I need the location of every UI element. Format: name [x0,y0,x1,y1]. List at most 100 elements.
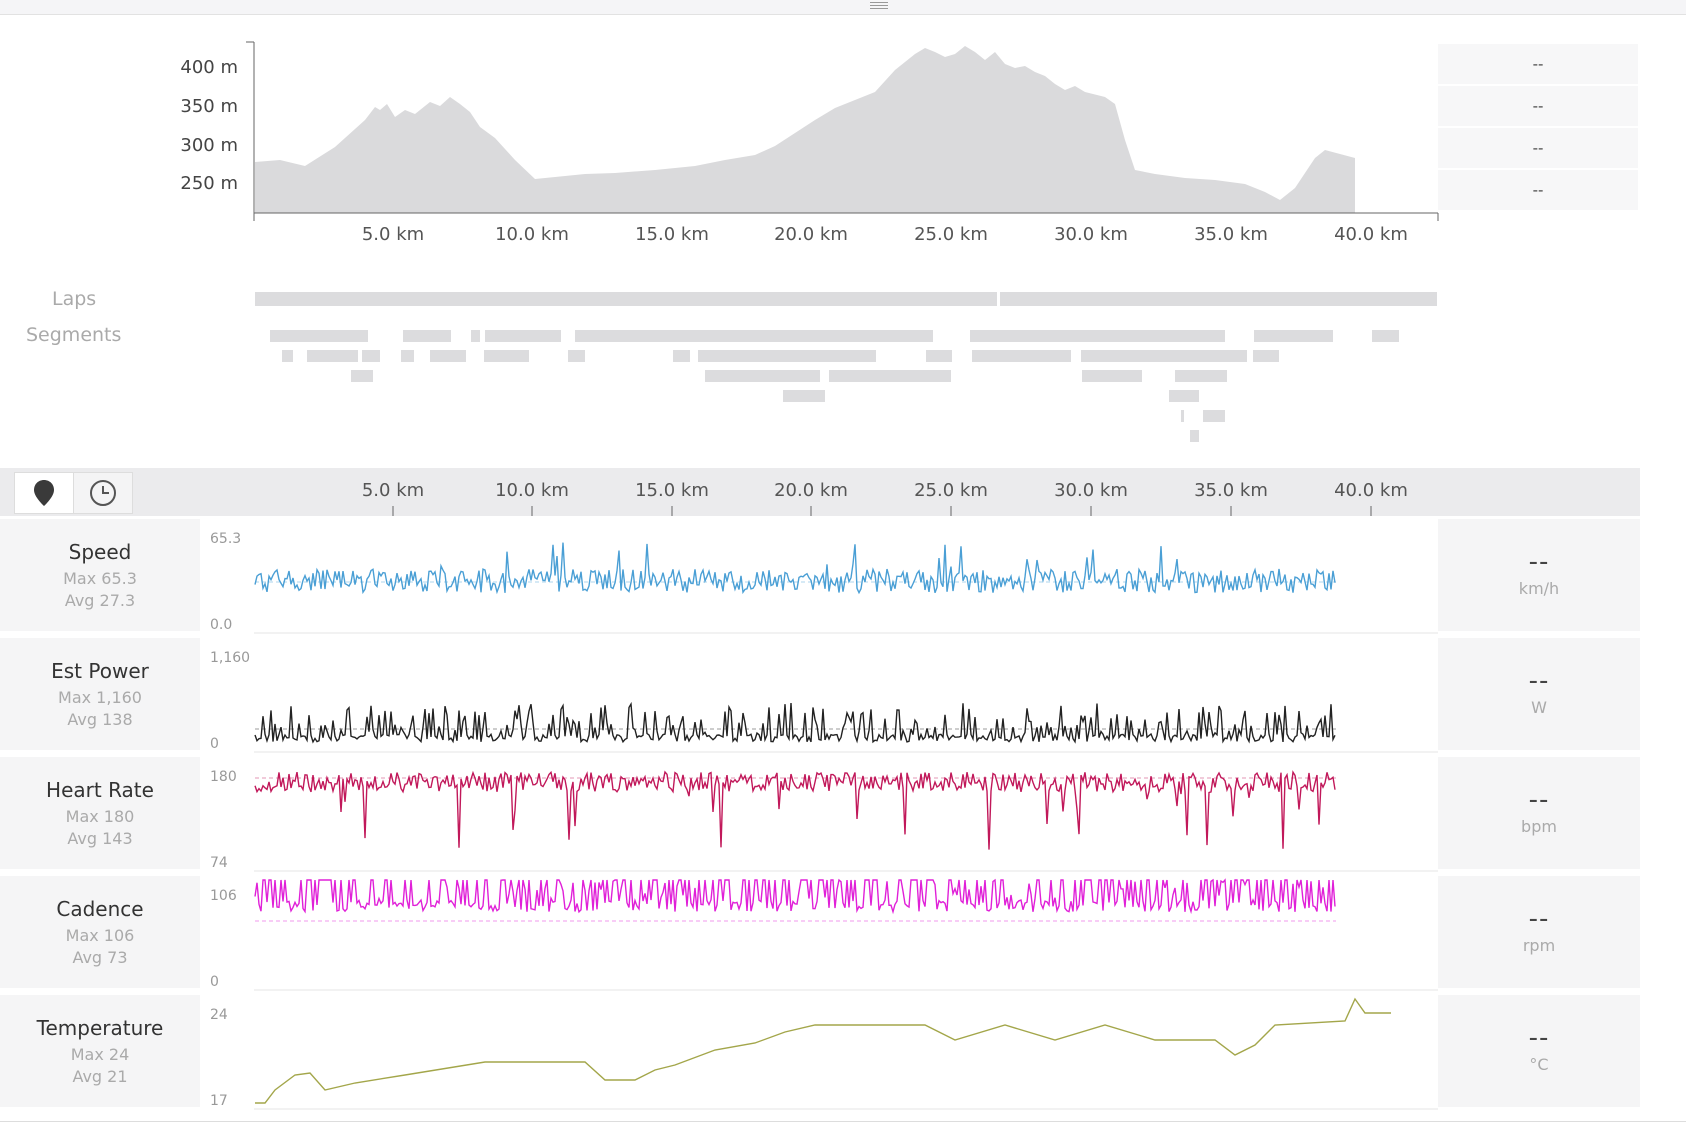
segment-bar[interactable] [568,350,585,362]
metric-value-panel: -- °C [1438,995,1640,1107]
elevation-side-value: -- [1438,44,1638,84]
segment-bar[interactable] [351,370,373,382]
metric-axis-top: 180 [210,769,237,785]
clock-button[interactable] [73,472,133,514]
metric-axis-top: 1,160 [210,650,250,666]
metric-max: Max 180 [65,807,135,826]
elev-y-tick: 350 m [180,96,238,117]
segment-bar[interactable] [705,370,820,382]
segment-bar[interactable] [1082,370,1142,382]
segment-bar[interactable] [1081,350,1247,362]
segment-bar[interactable] [1254,330,1333,342]
metric-max: Max 1,160 [58,688,142,707]
elev-y-tick: 300 m [180,135,238,156]
metric-label-panel: Est Power Max 1,160 Avg 138 [0,638,200,750]
metric-unit: W [1531,698,1547,717]
metric-label-panel: Cadence Max 106 Avg 73 [0,876,200,988]
metric-series-line [254,878,1336,915]
metric-chart[interactable]: 24 17 [200,995,1438,1111]
metric-current-value: -- [1528,547,1550,577]
metric-axis-bottom: 17 [210,1093,228,1109]
elev-y-tick: 400 m [180,57,238,78]
segment-bar[interactable] [1169,390,1199,402]
segment-bar[interactable] [673,350,690,362]
segment-bar[interactable] [1175,370,1227,382]
segment-bar[interactable] [485,330,561,342]
metric-current-value: -- [1528,785,1550,815]
segment-bar[interactable] [926,350,952,362]
segment-bar[interactable] [1372,330,1399,342]
elevation-side-value: -- [1438,128,1638,168]
x-tick-label: 5.0 km [362,480,424,501]
metric-current-value: -- [1528,904,1550,934]
metric-name: Cadence [56,897,144,921]
segment-bar[interactable] [282,350,293,362]
segment-bar[interactable] [430,350,466,362]
segment-bar[interactable] [484,350,529,362]
metric-name: Est Power [51,659,149,683]
lap-bar[interactable] [255,292,997,306]
segment-bar[interactable] [783,390,825,402]
metric-label-panel: Temperature Max 24 Avg 21 [0,995,200,1107]
bottom-divider [0,1121,1686,1122]
elevation-area [255,46,1355,213]
metric-unit: rpm [1522,936,1556,955]
x-tick-label: 15.0 km [635,480,709,501]
metric-current-value: -- [1528,666,1550,696]
metric-chart[interactable]: 65.3 0.0 [200,519,1438,635]
drag-handle[interactable] [870,2,888,10]
metric-axis-bottom: 74 [210,855,228,871]
metric-name: Temperature [36,1016,164,1040]
metric-name: Heart Rate [46,778,154,802]
x-tick-label: 5.0 km [362,224,424,245]
x-tick-label: 30.0 km [1054,224,1128,245]
metric-name: Speed [68,540,132,564]
x-tick-label: 10.0 km [495,480,569,501]
segment-bar[interactable] [1253,350,1279,362]
segment-bar[interactable] [970,330,1225,342]
metric-max: Max 106 [65,926,135,945]
elev-y-tick: 250 m [180,173,238,194]
segment-bar[interactable] [1190,430,1199,442]
metric-value-panel: -- rpm [1438,876,1640,988]
metric-avg: Avg 21 [72,1067,128,1086]
metric-series-line [254,542,1336,595]
metric-value-panel: -- bpm [1438,757,1640,869]
x-tick-label: 40.0 km [1334,480,1408,501]
metric-avg: Avg 27.3 [64,591,136,610]
elevation-side-value: -- [1438,170,1638,210]
segment-bar[interactable] [1181,410,1184,422]
segment-bar[interactable] [307,350,358,362]
chart-toolbar: 5.0 km 10.0 km 15.0 km 20.0 km 25.0 km 30.0 k… [0,468,1640,516]
elevation-chart: 400 m 350 m 300 m 250 m 5.0 km 10.0 km 15.… [180,41,1439,245]
segment-bar[interactable] [698,350,876,362]
lap-bar[interactable] [1000,292,1437,306]
metric-avg: Avg 143 [67,829,133,848]
segment-bar[interactable] [471,330,480,342]
segment-bar[interactable] [972,350,1071,362]
segment-bar[interactable] [362,350,380,362]
metric-chart[interactable]: 106 0 [200,876,1438,992]
segment-bar[interactable] [575,330,933,342]
metric-chart[interactable]: 180 74 [200,757,1438,873]
clock-icon [90,480,116,506]
x-tick-label: 20.0 km [774,224,848,245]
metric-axis-top: 24 [210,1007,228,1023]
x-tick-label: 40.0 km [1334,224,1408,245]
segment-bar[interactable] [829,370,951,382]
segment-bar[interactable] [401,350,414,362]
x-tick-label: 30.0 km [1054,480,1128,501]
map-pin-button[interactable] [14,472,74,514]
metric-label-panel: Speed Max 65.3 Avg 27.3 [0,519,200,631]
metric-value-panel: -- W [1438,638,1640,750]
map-pin-icon [34,480,54,506]
segment-bar[interactable] [270,330,368,342]
metric-avg: Avg 138 [67,710,133,729]
metric-axis-top: 65.3 [210,531,241,547]
metric-avg: Avg 73 [72,948,128,967]
metric-axis-bottom: 0.0 [210,617,232,633]
segment-bar[interactable] [403,330,451,342]
elevation-side-value: -- [1438,86,1638,126]
metric-chart[interactable]: 1,160 0 [200,638,1438,754]
segment-bar[interactable] [1203,410,1225,422]
